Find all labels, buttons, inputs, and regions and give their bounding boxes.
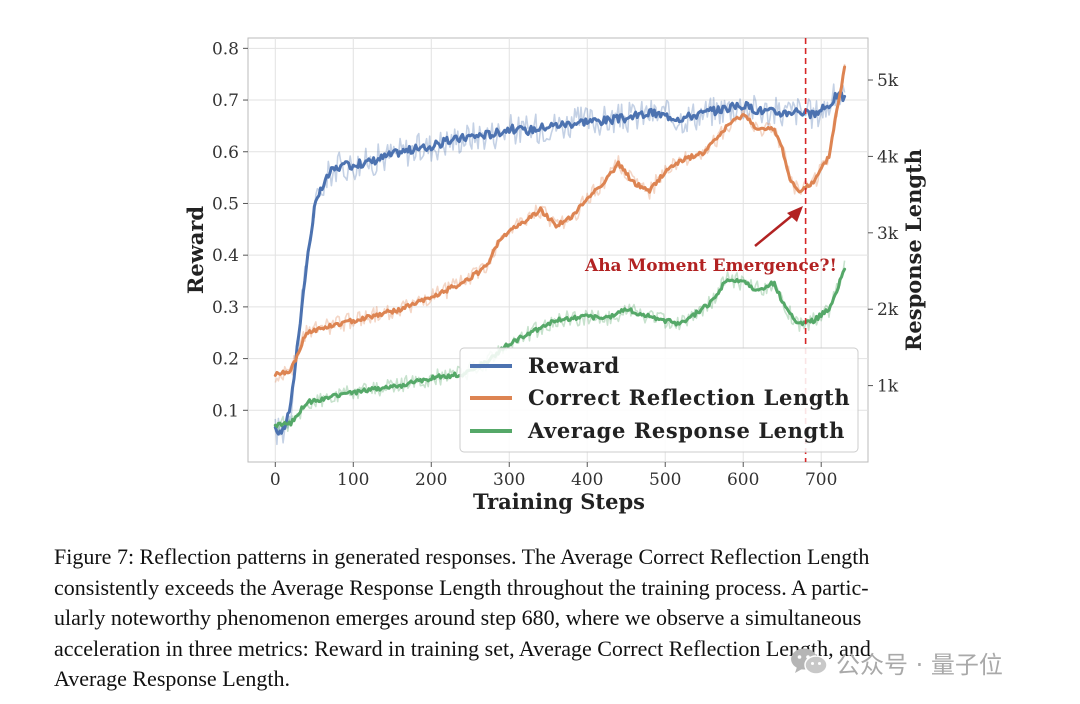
watermark: 公众号 · 量子位: [790, 646, 1003, 679]
x-tick-label: 300: [493, 470, 525, 490]
caption-line: consistently exceeds the Average Respons…: [54, 574, 869, 600]
y-right-tick-label: 4k: [877, 147, 899, 167]
figure-caption: Figure 7: Reflection patterns in generat…: [54, 542, 1064, 695]
aha-arrow: [754, 206, 803, 247]
caption-line: Figure 7: Reflection patterns in generat…: [54, 544, 870, 569]
x-axis-ticks: 0 100 200 300 400 500 600 700: [270, 462, 837, 490]
series-line-average-response-length: [273, 267, 847, 429]
reflection-chart: 0 100 200 300 400 500 600 700 0.10.20.30.40.50.…: [183, 37, 926, 514]
y-left-axis-title: Reward: [183, 206, 208, 295]
watermark-text: 公众号 · 量子位: [836, 650, 1003, 679]
caption-line: Average Response Length.: [54, 666, 291, 691]
y-left-axis-ticks: 0.1 0.2 0.3 0.4 0.5 0.6 0.7 0.8: [212, 39, 248, 421]
y-right-tick-label: 5k: [877, 71, 899, 91]
x-tick-label: 100: [337, 470, 369, 490]
series-line-correct-reflection-length: [273, 65, 847, 377]
aha-annotation: Aha Moment Emergence?!: [584, 256, 837, 276]
x-tick-label: 500: [649, 470, 681, 490]
y-right-tick-label: 3k: [877, 224, 899, 244]
x-tick-label: 600: [727, 470, 759, 490]
legend: Reward Correct Reflection Length Average…: [459, 347, 859, 453]
x-tick-label: 0: [270, 470, 281, 490]
y-right-tick-label: 1k: [877, 377, 899, 397]
x-tick-label: 200: [415, 470, 447, 490]
legend-label-average-response: Average Response Length: [527, 418, 845, 443]
caption-line: ularly noteworthy phenomenon emerges aro…: [54, 605, 862, 630]
y-right-axis-title: Response Length: [901, 149, 926, 351]
legend-label-correct-reflection: Correct Reflection Length: [528, 385, 850, 410]
smoothed-series-lines: [273, 65, 847, 436]
x-tick-label: 400: [571, 470, 603, 490]
wechat-icon: [791, 648, 828, 675]
x-tick-label: 700: [805, 470, 837, 490]
y-right-tick-label: 2k: [877, 300, 899, 320]
series-line-reward: [273, 90, 847, 436]
legend-box: [459, 347, 859, 453]
caption-line: acceleration in three metrics: Reward in…: [54, 635, 871, 661]
y-right-axis-ticks: 1k 2k 3k 4k 5k: [868, 71, 899, 397]
y-left-tick-label: 0.1: [212, 401, 239, 421]
y-left-tick-label: 0.6: [212, 143, 239, 163]
y-left-tick-label: 0.5: [212, 194, 239, 214]
y-left-tick-label: 0.7: [212, 91, 239, 111]
y-left-tick-label: 0.4: [212, 246, 239, 266]
y-left-tick-label: 0.8: [212, 39, 239, 59]
x-axis-title: Training Steps: [473, 489, 645, 514]
y-left-tick-label: 0.3: [212, 298, 239, 318]
legend-label-reward: Reward: [528, 353, 620, 378]
y-left-tick-label: 0.2: [212, 350, 239, 370]
